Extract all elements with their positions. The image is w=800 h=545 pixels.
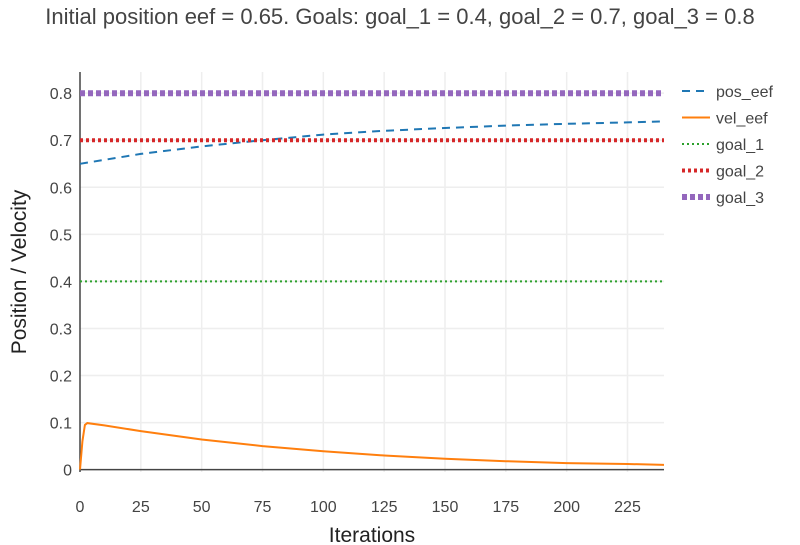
series-line-pos-eef: [79, 120, 665, 165]
x-tick-label: 100: [310, 499, 337, 516]
y-tick-label: 0.3: [50, 321, 72, 338]
legend: pos_eef vel_eef goal_1 goal_2 goal_3: [682, 84, 773, 207]
x-tick-label: 125: [371, 499, 398, 516]
y-tick-label: 0.6: [50, 180, 72, 197]
y-tick-label: 0.7: [50, 133, 72, 150]
legend-label-goal-2: goal_2: [716, 164, 764, 181]
x-tick-label: 0: [76, 499, 85, 516]
y-tick-label: 0: [63, 463, 72, 480]
x-tick-label: 50: [193, 499, 211, 516]
legend-label-goal-3: goal_3: [716, 190, 764, 207]
plot-area: [79, 90, 665, 470]
x-axis-label: Iterations: [329, 524, 415, 545]
chart-title: Initial position eef = 0.65. Goals: goal…: [45, 4, 754, 29]
y-tick-label: 0.8: [50, 86, 72, 103]
axes: [79, 72, 664, 472]
series-line-vel-eef: [79, 422, 665, 470]
grid: [80, 72, 664, 472]
x-tick-label: 25: [132, 499, 150, 516]
y-tick-label: 0.4: [50, 274, 72, 291]
tick-labels: 0 25 50 75 100 125 150 175 200 225 0 0.1 0.2 0.3 0.4 0.…: [50, 86, 641, 516]
x-tick-label: 175: [492, 499, 519, 516]
y-axis-label: Position / Velocity: [8, 189, 31, 354]
legend-label-vel-eef: vel_eef: [716, 111, 768, 128]
y-tick-label: 0.2: [50, 369, 72, 386]
x-tick-label: 200: [553, 499, 580, 516]
legend-label-goal-1: goal_1: [716, 137, 764, 154]
x-tick-label: 150: [432, 499, 459, 516]
y-tick-label: 0.1: [50, 416, 72, 433]
y-tick-label: 0.5: [50, 227, 72, 244]
x-tick-label: 225: [614, 499, 641, 516]
legend-label-pos-eef: pos_eef: [716, 84, 773, 101]
x-tick-label: 75: [254, 499, 272, 516]
